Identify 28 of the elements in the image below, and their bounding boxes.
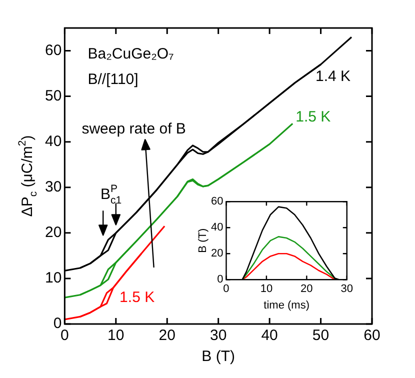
annotation: B//[110]	[88, 71, 138, 88]
x-tick-label: 10	[260, 283, 273, 296]
x-tick-label: 40	[261, 327, 278, 344]
x-tick-label: 60	[364, 327, 380, 344]
y-tick-label: 0	[217, 274, 224, 286]
y-axis-title: ΔPc (μC/m2)	[16, 135, 40, 217]
annotation: sweep rate of B	[82, 120, 186, 138]
y-axis-title: B (T)	[197, 228, 209, 253]
y-tick-label: 60	[210, 196, 224, 208]
x-axis-title: B (T)	[202, 348, 236, 366]
y-tick-label: 0	[53, 315, 62, 332]
x-tick-label: 20	[300, 283, 313, 296]
y-tick-label: 60	[44, 42, 62, 59]
x-tick-label: 30	[340, 283, 354, 296]
x-tick-label: 20	[158, 327, 176, 344]
annotation: Ba₂CuGe₂O₇	[88, 46, 174, 63]
series-label: 1.4 K	[316, 68, 351, 86]
x-tick-label: 50	[312, 327, 330, 344]
x-axis-title: time (ms)	[264, 299, 310, 312]
y-tick-label: 30	[44, 178, 62, 196]
y-tick-label: 20	[210, 248, 224, 260]
series-label: 1.5 K	[296, 108, 331, 126]
series-label: 1.5 K	[120, 289, 155, 306]
x-tick-label: 10	[108, 327, 124, 344]
y-tick-label: 20	[44, 224, 62, 242]
y-tick-label: 40	[44, 132, 62, 150]
y-tick-label: 40	[210, 222, 224, 234]
y-tick-label: 50	[44, 87, 62, 104]
